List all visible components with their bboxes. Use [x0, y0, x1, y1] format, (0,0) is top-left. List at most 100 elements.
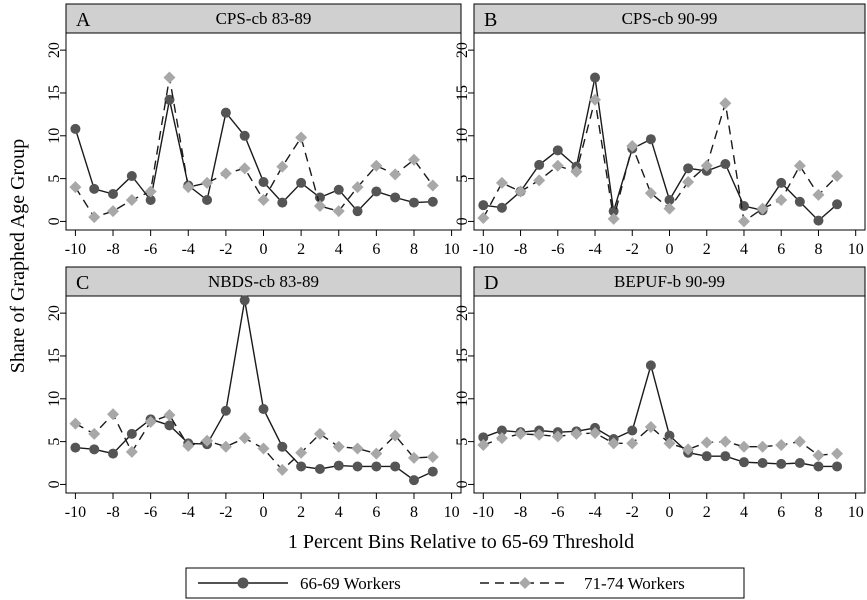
- data-point-71-74: [351, 442, 364, 455]
- data-point-71-74: [163, 409, 176, 422]
- data-point-71-74: [644, 421, 657, 434]
- data-point-71-74: [69, 417, 82, 430]
- data-point-71-74: [495, 432, 508, 445]
- data-point-71-74: [295, 131, 308, 144]
- data-point-66-69: [126, 171, 137, 182]
- panel-c: C NBDS-cb 83-89 0 5 10 15 20 -10 -8 -6 -4 -2 0 2 4 6 8 10: [46, 266, 462, 521]
- x-tick-label: 8: [814, 241, 822, 258]
- x-tick-label: 8: [410, 504, 418, 521]
- x-tick-label: 2: [703, 241, 711, 258]
- data-point-71-74: [682, 443, 695, 456]
- data-point-71-74: [719, 97, 732, 110]
- x-tick-label: 6: [372, 241, 380, 258]
- data-point-71-74: [125, 445, 138, 458]
- data-point-71-74: [607, 212, 620, 225]
- data-point-71-74: [238, 432, 251, 445]
- data-point-66-69: [496, 425, 507, 436]
- legend-marker-circle: [237, 577, 249, 589]
- data-point-66-69: [277, 197, 288, 208]
- data-point-71-74: [389, 429, 402, 442]
- data-point-71-74: [426, 179, 439, 192]
- y-tick-label: 0: [454, 217, 471, 225]
- data-point-66-69: [145, 195, 156, 206]
- data-point-66-69: [108, 189, 119, 200]
- series-line-66-69: [483, 362, 838, 468]
- data-point-66-69: [408, 197, 419, 208]
- data-point-71-74: [163, 71, 176, 84]
- data-point-66-69: [645, 360, 656, 371]
- data-point-66-69: [683, 163, 694, 174]
- panel-title: NBDS-cb 83-89: [208, 272, 319, 291]
- panel-letter: B: [484, 9, 497, 31]
- data-point-71-74: [295, 446, 308, 459]
- x-tick-label: -10: [473, 241, 494, 258]
- x-tick-label: 6: [372, 504, 380, 521]
- data-point-71-74: [351, 181, 364, 194]
- panel-title: BEPUF-b 90-99: [614, 272, 725, 291]
- x-tick-label: 10: [848, 504, 864, 521]
- data-point-71-74: [125, 194, 138, 207]
- y-tick-label: 15: [454, 85, 471, 101]
- data-point-66-69: [164, 420, 175, 431]
- data-point-66-69: [296, 177, 307, 188]
- x-tick-label: -4: [182, 241, 195, 258]
- data-point-71-74: [793, 159, 806, 172]
- x-tick-label: 4: [335, 504, 343, 521]
- data-point-66-69: [239, 130, 250, 141]
- x-tick-label: 10: [444, 241, 460, 258]
- data-point-71-74: [644, 187, 657, 200]
- data-point-66-69: [627, 425, 638, 436]
- x-tick-label: -8: [106, 241, 119, 258]
- data-point-71-74: [607, 437, 620, 450]
- data-point-71-74: [88, 211, 101, 224]
- data-point-71-74: [551, 159, 564, 172]
- y-tick-label: 0: [46, 480, 63, 488]
- data-point-66-69: [590, 72, 601, 83]
- panel-b: B CPS-cb 90-99 0 5 10 15 20 -10 -8 -6 -4 -2 0 2 4 6 8 10: [454, 3, 866, 258]
- x-tick-label: 2: [297, 504, 305, 521]
- series-line-71-74: [74, 77, 434, 219]
- data-point-66-69: [664, 430, 675, 441]
- panel-d: D BEPUF-b 90-99 0 5 10 15 20 -10 -8 -6 -4 -2 0 2 4 6 8 10: [454, 266, 866, 521]
- data-point-71-74: [793, 435, 806, 448]
- data-point-71-74: [201, 176, 214, 189]
- y-tick-label: 5: [454, 438, 471, 446]
- data-point-71-74: [812, 188, 825, 201]
- data-point-71-74: [276, 160, 289, 173]
- x-tick-label: 0: [666, 504, 674, 521]
- data-point-66-69: [390, 461, 401, 472]
- x-tick-label: 4: [740, 241, 748, 258]
- data-point-66-69: [333, 184, 344, 195]
- panel-letter: D: [484, 272, 498, 294]
- data-point-66-69: [427, 466, 438, 477]
- y-tick-label: 5: [46, 175, 63, 183]
- x-tick-label: -6: [551, 241, 564, 258]
- data-point-71-74: [700, 159, 713, 172]
- panel-title: CPS-cb 83-89: [216, 9, 312, 28]
- data-point-66-69: [89, 444, 100, 455]
- data-point-66-69: [738, 457, 749, 468]
- data-point-71-74: [276, 463, 289, 476]
- data-point-71-74: [69, 181, 82, 194]
- y-tick-label: 10: [454, 391, 471, 407]
- data-point-71-74: [831, 170, 844, 183]
- data-point-66-69: [813, 461, 824, 472]
- data-point-66-69: [70, 442, 81, 453]
- y-tick-label: 0: [46, 217, 63, 225]
- legend-label-71-74: 71-74 Workers: [584, 574, 685, 593]
- data-point-71-74: [257, 194, 270, 207]
- x-tick-label: -4: [182, 504, 195, 521]
- x-tick-label: -8: [514, 241, 527, 258]
- data-point-66-69: [645, 134, 656, 145]
- data-point-66-69: [794, 458, 805, 469]
- data-point-71-74: [144, 415, 157, 428]
- data-point-71-74: [407, 153, 420, 166]
- data-point-66-69: [333, 460, 344, 471]
- x-tick-label: 0: [260, 504, 268, 521]
- data-point-71-74: [719, 435, 732, 448]
- data-point-66-69: [534, 159, 545, 170]
- data-point-71-74: [589, 427, 602, 440]
- data-point-66-69: [277, 441, 288, 452]
